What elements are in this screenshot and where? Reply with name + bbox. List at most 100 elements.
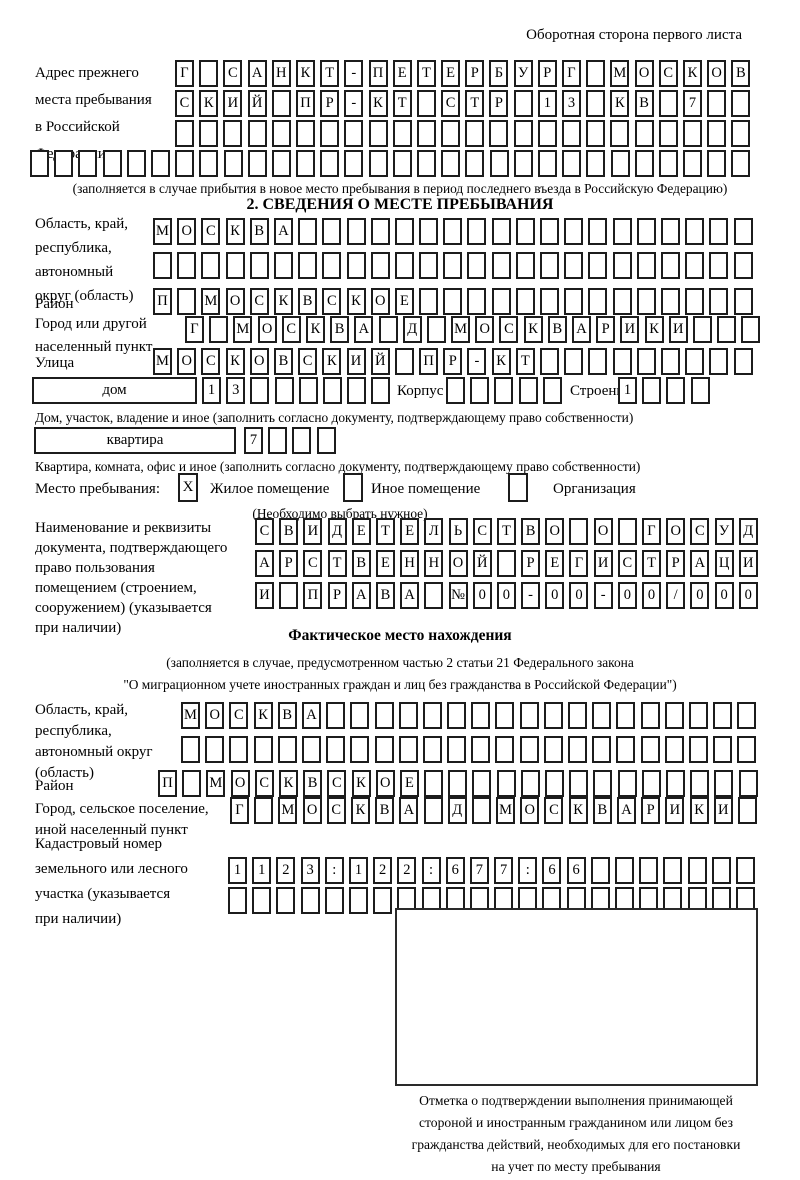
char-cell[interactable] [568,736,587,763]
char-cell[interactable]: Б [489,60,509,87]
char-cell[interactable] [707,90,727,117]
char-cell[interactable]: 1 [228,857,247,884]
char-cell[interactable]: О [520,797,540,824]
char-cell[interactable] [277,736,297,763]
char-cell[interactable]: О [707,60,727,87]
char-cell[interactable] [467,288,487,315]
char-cell[interactable] [199,60,219,87]
char-cell[interactable]: С [322,288,342,315]
char-cell[interactable]: Г [175,60,194,87]
char-cell[interactable] [443,288,463,315]
char-cell[interactable]: О [177,218,197,245]
char-cell[interactable]: Т [642,550,661,577]
char-cell[interactable] [254,797,274,824]
char-cell[interactable]: : [421,857,441,884]
char-cell[interactable] [205,736,225,763]
char-cell[interactable]: О [177,348,197,375]
char-cell[interactable] [182,770,202,797]
char-cell[interactable] [392,120,412,147]
char-cell[interactable] [247,150,267,177]
char-cell[interactable]: К [350,797,370,824]
char-cell[interactable] [658,150,678,177]
char-cell[interactable] [301,736,321,763]
char-cell[interactable]: В [592,797,612,824]
char-cell[interactable] [543,702,563,729]
char-cell[interactable] [717,316,737,343]
char-cell[interactable]: М [610,60,630,87]
char-cell[interactable] [368,120,388,147]
char-cell[interactable]: Е [441,60,461,87]
char-cell[interactable]: О [257,316,277,343]
char-cell[interactable] [467,252,487,279]
char-cell[interactable]: Р [465,60,485,87]
char-cell[interactable] [569,518,589,545]
char-cell[interactable]: 0 [738,582,758,609]
char-cell[interactable]: И [713,797,733,824]
char-cell[interactable] [249,252,269,279]
char-cell[interactable] [642,377,662,404]
char-cell[interactable] [660,348,680,375]
char-cell[interactable]: О [225,288,245,315]
char-cell[interactable]: И [668,316,688,343]
char-cell[interactable]: К [273,288,293,315]
char-cell[interactable]: В [547,316,567,343]
char-cell[interactable]: С [441,90,461,117]
char-cell[interactable]: Н [424,550,444,577]
char-cell[interactable]: А [399,797,419,824]
char-cell[interactable]: В [303,770,323,797]
char-cell[interactable]: К [644,316,664,343]
char-cell[interactable]: К [689,797,709,824]
char-cell[interactable]: С [472,518,492,545]
char-cell[interactable]: У [513,60,533,87]
char-cell[interactable] [300,887,320,914]
char-cell[interactable]: В [731,60,751,87]
char-cell[interactable] [513,90,533,117]
char-cell[interactable] [368,150,388,177]
char-cell[interactable] [416,90,436,117]
char-cell[interactable] [685,218,705,245]
char-cell[interactable] [326,736,346,763]
char-cell[interactable]: 1 [252,857,272,884]
char-cell[interactable]: К [351,770,371,797]
char-cell[interactable]: 7 [244,427,263,454]
char-cell[interactable] [520,770,540,797]
char-cell[interactable] [447,702,467,729]
char-cell[interactable] [422,736,442,763]
char-cell[interactable]: М [181,702,200,729]
char-cell[interactable] [471,702,491,729]
char-cell[interactable] [741,316,761,343]
char-cell[interactable]: М [278,797,298,824]
char-cell[interactable] [199,120,219,147]
char-cell[interactable]: Р [279,550,299,577]
char-cell[interactable] [690,377,710,404]
char-cell[interactable] [446,377,465,404]
char-cell[interactable] [324,887,344,914]
char-cell[interactable] [592,736,612,763]
char-cell[interactable]: К [523,316,543,343]
char-cell[interactable]: Д [327,518,347,545]
char-cell[interactable]: С [254,770,274,797]
char-cell[interactable] [491,288,511,315]
char-cell[interactable] [593,770,613,797]
char-cell[interactable] [419,218,439,245]
char-cell[interactable] [569,770,589,797]
char-cell[interactable] [658,120,678,147]
char-cell[interactable]: С [281,316,301,343]
char-cell[interactable]: С [658,60,678,87]
char-cell[interactable] [519,702,539,729]
char-cell[interactable] [279,582,299,609]
char-cell[interactable] [320,120,340,147]
char-cell[interactable]: К [278,770,298,797]
char-cell[interactable] [126,150,146,177]
char-cell[interactable] [423,797,443,824]
char-cell[interactable]: Р [443,348,463,375]
char-cell[interactable] [491,252,511,279]
char-cell[interactable] [545,770,564,797]
char-cell[interactable]: К [346,288,366,315]
char-cell[interactable] [276,887,296,914]
char-cell[interactable] [472,770,492,797]
char-cell[interactable]: Г [642,518,661,545]
char-cell[interactable] [298,377,318,404]
char-cell[interactable] [543,736,563,763]
char-cell[interactable] [419,288,439,315]
